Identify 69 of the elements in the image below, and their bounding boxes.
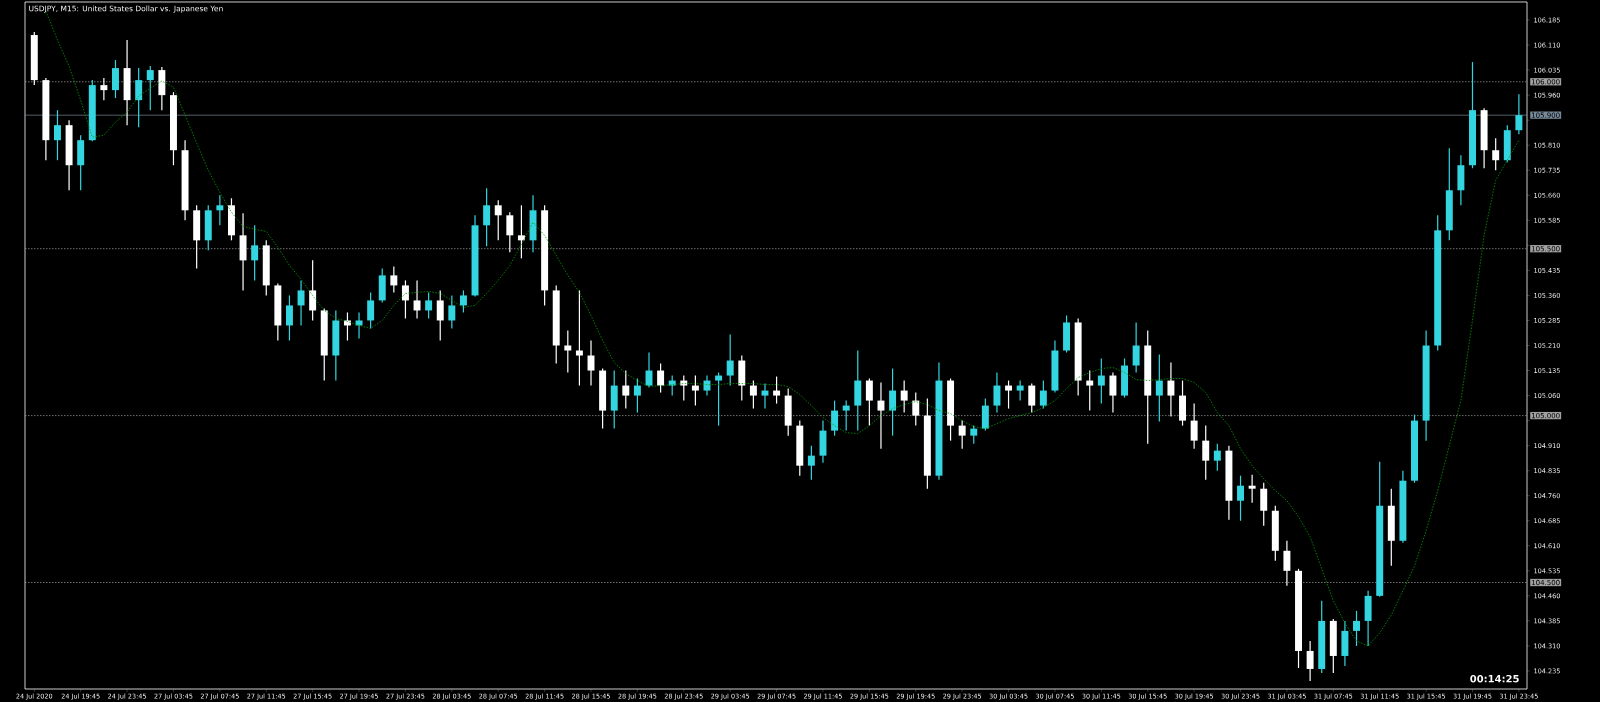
candlestick: [494, 199, 502, 241]
candlestick: [297, 279, 305, 327]
candlestick: [1132, 321, 1140, 374]
candlestick: [146, 65, 154, 111]
candlestick: [1202, 425, 1210, 481]
candlestick: [216, 194, 224, 226]
candlestick: [1005, 379, 1013, 410]
candlestick: [1086, 369, 1094, 412]
candlestick: [483, 187, 491, 247]
candlestick: [981, 397, 989, 432]
candlestick: [285, 294, 293, 342]
candlestick: [1306, 640, 1314, 682]
candlestick: [1190, 402, 1198, 450]
annotation: 00:14:25: [1470, 674, 1519, 683]
candlestick: [668, 374, 676, 397]
candlestick: [135, 67, 143, 128]
candlestick: [912, 391, 920, 427]
candlestick: [390, 265, 398, 294]
candlestick: [517, 204, 525, 259]
candlestick: [436, 289, 444, 342]
candlestick: [1248, 474, 1256, 504]
candlestick: [1039, 379, 1047, 410]
candlestick: [1167, 361, 1175, 418]
candlestick: [1515, 93, 1523, 135]
candlestick: [970, 425, 978, 445]
candlestick: [1492, 137, 1500, 171]
candlestick: [633, 377, 641, 414]
candlestick: [691, 374, 699, 407]
candlestick: [1016, 379, 1024, 402]
candlestick: [726, 333, 734, 387]
candlestick: [575, 289, 583, 387]
candlestick: [367, 291, 375, 330]
candlestick: [1283, 540, 1291, 587]
candlestick: [1028, 382, 1036, 414]
candlestick: [355, 311, 363, 340]
candlestick: [773, 375, 781, 405]
candlestick: [459, 289, 467, 314]
candlestick: [865, 377, 873, 427]
candlestick: [506, 211, 514, 253]
candlestick: [251, 224, 259, 281]
candlestick: [413, 279, 421, 320]
candlestick: [564, 329, 572, 374]
candlestick: [54, 109, 61, 161]
candlestick: [877, 381, 885, 450]
candlestick: [309, 259, 317, 322]
candlestick: [680, 374, 688, 402]
candlestick: [1260, 482, 1268, 527]
candlestick: [807, 445, 815, 481]
candlestick: [100, 77, 108, 101]
candlestick: [111, 59, 119, 99]
candlestick: [749, 379, 757, 410]
candlestick: [900, 379, 908, 414]
candlestick: [1109, 371, 1117, 414]
candlestick: [889, 367, 897, 437]
candlestick: [401, 279, 409, 320]
candlestick: [1353, 610, 1360, 647]
candlestick: [993, 371, 1001, 414]
candlestick: [842, 399, 850, 432]
candlestick: [1155, 353, 1163, 423]
candlestick: [425, 291, 433, 320]
candlestick: [958, 420, 966, 450]
candlestick: [622, 369, 630, 410]
candlestick: [448, 294, 456, 330]
candlestick: [657, 362, 665, 394]
candlestick: [831, 399, 839, 437]
candlestick: [1097, 357, 1105, 405]
candlestick: [1237, 475, 1244, 522]
candlestick: [1213, 443, 1221, 472]
candlestick: [715, 371, 723, 427]
